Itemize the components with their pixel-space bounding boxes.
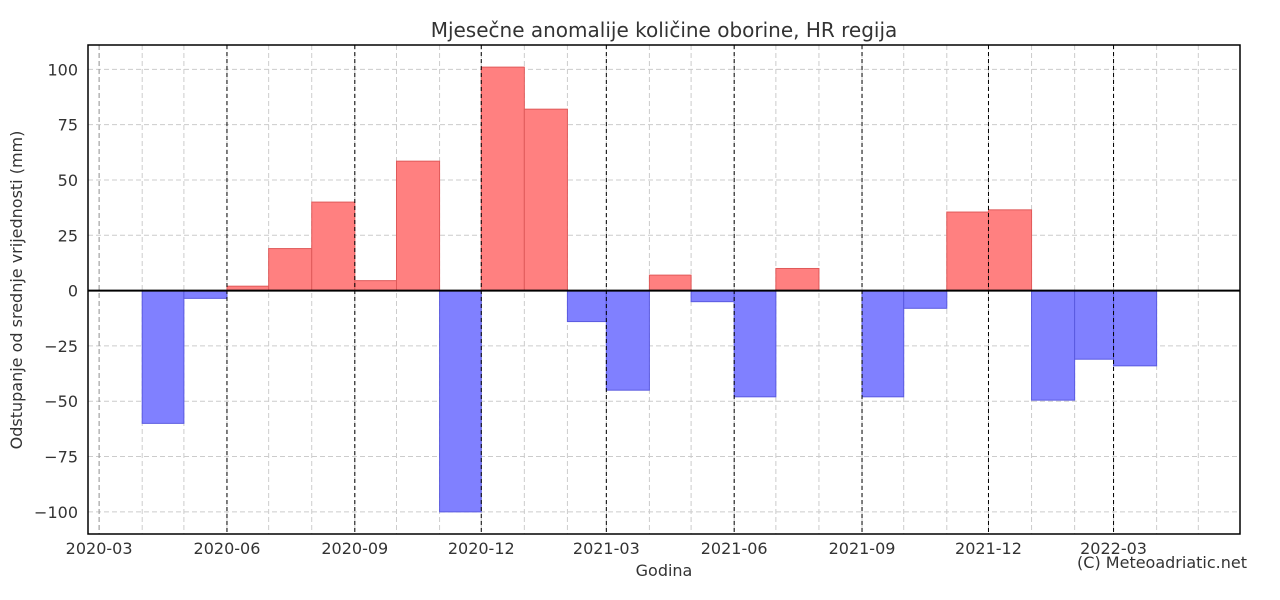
bar-2020-11 xyxy=(439,290,482,513)
y-axis-label: Odstupanje od srednje vrijednosti (mm) xyxy=(7,131,26,450)
chart-title: Mjesečne anomalije količine oborine, HR … xyxy=(431,18,898,42)
bar-2020-05 xyxy=(183,290,228,299)
y-tick-label: −75 xyxy=(44,448,78,467)
x-tick-label: 2022-03 xyxy=(1080,539,1147,558)
y-tick-label: −25 xyxy=(44,337,78,356)
x-tick-label: 2021-09 xyxy=(829,539,896,558)
bar-2021-01 xyxy=(523,108,568,292)
y-tick-label: 50 xyxy=(58,171,78,190)
bar-2022-01 xyxy=(1031,290,1076,401)
y-tick-label: 75 xyxy=(58,116,78,135)
bar-2020-04 xyxy=(141,290,185,424)
y-tick-label: 25 xyxy=(58,226,78,245)
bar-2020-07 xyxy=(268,248,313,292)
bar-2020-08 xyxy=(311,201,356,292)
bar-2021-04 xyxy=(648,274,692,292)
bar-2021-09 xyxy=(861,290,905,398)
x-tick-label: 2020-06 xyxy=(194,539,261,558)
bar-2021-12 xyxy=(987,209,1033,292)
bar-2022-03 xyxy=(1113,290,1158,367)
year-separator-lines xyxy=(226,45,1115,534)
bar-2021-02 xyxy=(566,290,607,323)
bars xyxy=(141,66,1158,513)
bar-2020-12 xyxy=(480,66,525,292)
credit-label: (C) Meteoadriatic.net xyxy=(1077,553,1247,572)
bar-2021-07 xyxy=(775,267,820,292)
bar-2021-10 xyxy=(903,290,948,309)
y-tick-labels: 100 75 50 25 0 −25 −50 −75 −100 xyxy=(34,60,78,522)
x-tick-label: 2021-12 xyxy=(955,539,1022,558)
y-tick-label: 0 xyxy=(68,282,78,301)
x-tick-label: 2020-12 xyxy=(448,539,515,558)
x-tick-label: 2020-03 xyxy=(66,539,133,558)
bar-2021-03 xyxy=(605,290,650,391)
bar-2020-10 xyxy=(395,160,441,292)
x-tick-label: 2021-03 xyxy=(573,539,640,558)
y-tick-label: −50 xyxy=(44,392,78,411)
bar-2022-02 xyxy=(1074,290,1115,360)
y-tick-label: −100 xyxy=(34,503,78,522)
bar-2021-11 xyxy=(946,211,989,292)
x-tick-labels: 2020-03 2020-06 2020-09 2020-12 2021-03 2021-… xyxy=(66,539,1147,558)
x-tick-label: 2020-09 xyxy=(321,539,388,558)
y-tick-label: 100 xyxy=(47,60,78,79)
x-tick-label: 2021-06 xyxy=(701,539,768,558)
x-axis-label: Godina xyxy=(636,561,693,580)
bar-2020-09 xyxy=(354,280,397,292)
bar-2021-06 xyxy=(733,290,777,398)
bar-2021-05 xyxy=(690,290,735,303)
plot-frame xyxy=(87,44,1241,535)
